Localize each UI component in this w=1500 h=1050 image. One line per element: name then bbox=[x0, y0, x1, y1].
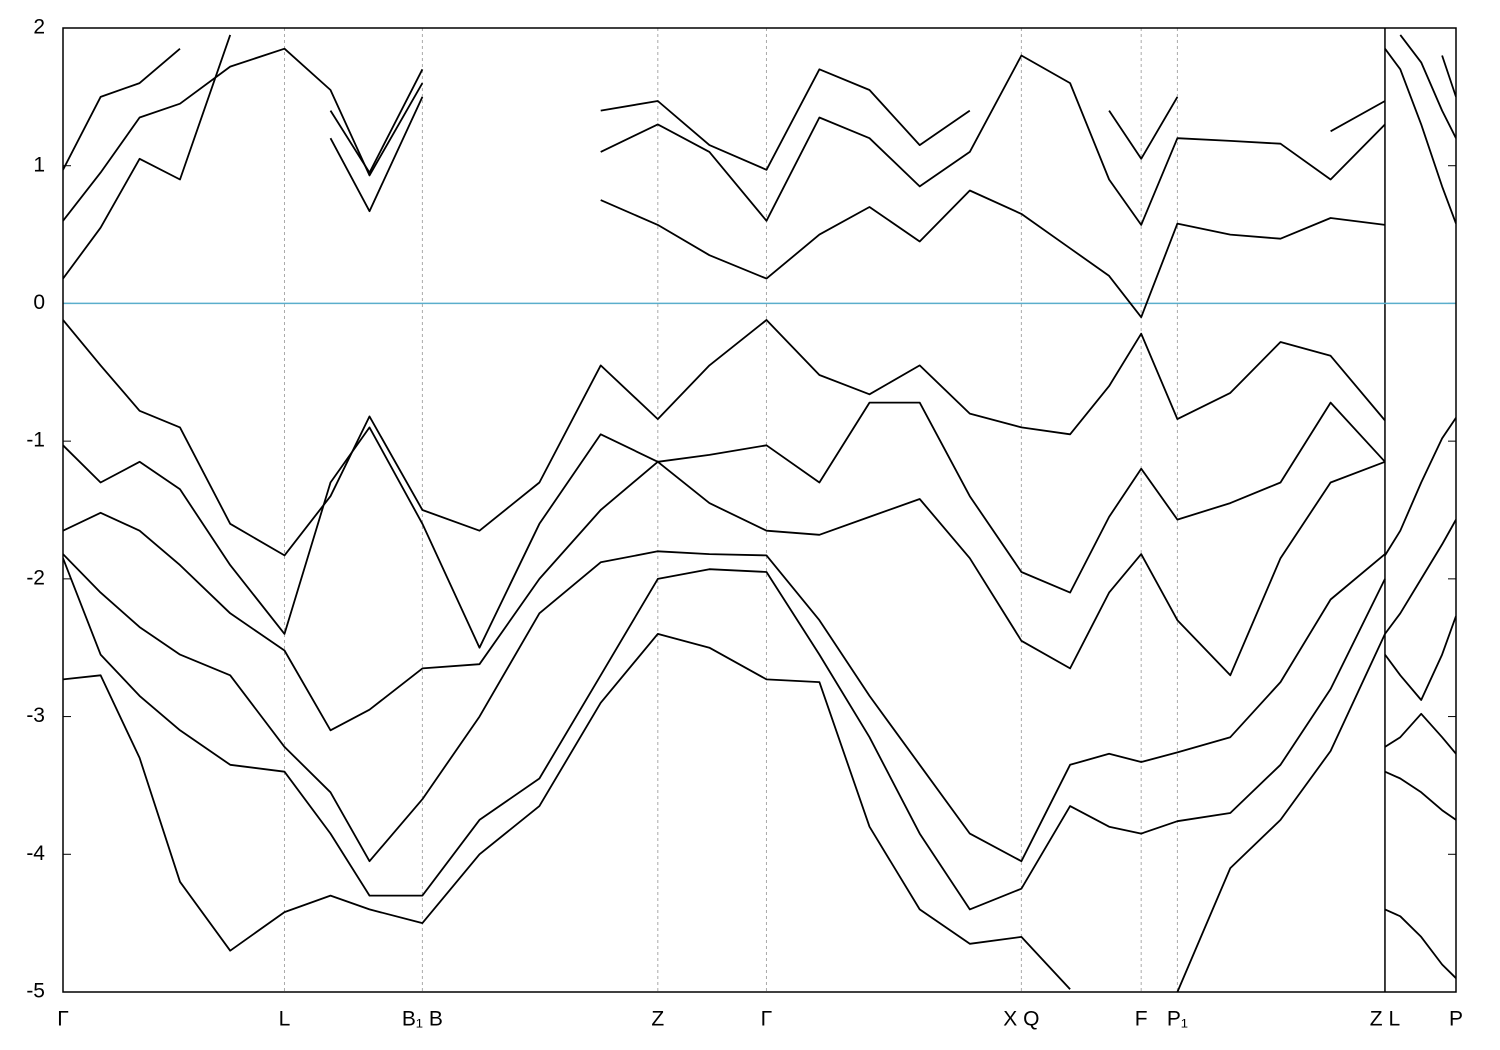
x-tick-label: B₁ B bbox=[402, 1008, 443, 1031]
band-line bbox=[63, 47, 1386, 226]
y-tick-label: -5 bbox=[26, 980, 45, 1003]
band-line bbox=[63, 557, 1386, 911]
x-tick-label: Z L bbox=[1370, 1008, 1400, 1031]
band-line bbox=[63, 460, 1386, 732]
y-tick-label: -1 bbox=[26, 429, 45, 452]
x-tick-label: X Q bbox=[1003, 1008, 1039, 1031]
x-tick-label: F bbox=[1135, 1008, 1148, 1031]
y-tick-label: -3 bbox=[26, 704, 45, 727]
x-tick-label: Γ bbox=[761, 1008, 773, 1031]
band-line bbox=[63, 34, 1386, 319]
y-tick-label: 1 bbox=[33, 153, 45, 176]
band-line bbox=[63, 550, 1386, 863]
band-line bbox=[1384, 615, 1456, 701]
y-tick-label: -2 bbox=[26, 566, 45, 589]
band-line bbox=[63, 48, 1386, 174]
band-line bbox=[1384, 48, 1456, 224]
band-line bbox=[63, 319, 1386, 557]
y-tick-label: 2 bbox=[33, 16, 45, 39]
band-line bbox=[1399, 34, 1456, 139]
band-line bbox=[1384, 519, 1456, 635]
x-tick-label: P bbox=[1449, 1008, 1463, 1031]
band-line bbox=[1384, 770, 1456, 821]
band-line bbox=[63, 633, 1386, 992]
band-line bbox=[1384, 417, 1456, 556]
y-tick-label: -4 bbox=[26, 842, 45, 865]
y-tick-label: 0 bbox=[33, 291, 45, 314]
plot-frame bbox=[62, 27, 1457, 993]
band-line bbox=[1384, 908, 1456, 979]
bands bbox=[63, 34, 1456, 992]
x-tick-label: P₁ bbox=[1167, 1008, 1188, 1031]
x-tick-label: Γ bbox=[57, 1008, 69, 1031]
band-line bbox=[63, 401, 1386, 649]
band-line bbox=[1441, 55, 1456, 98]
x-tick-label: Z bbox=[651, 1008, 664, 1031]
band-line bbox=[1384, 712, 1456, 755]
x-tick-label: L bbox=[279, 1008, 291, 1031]
